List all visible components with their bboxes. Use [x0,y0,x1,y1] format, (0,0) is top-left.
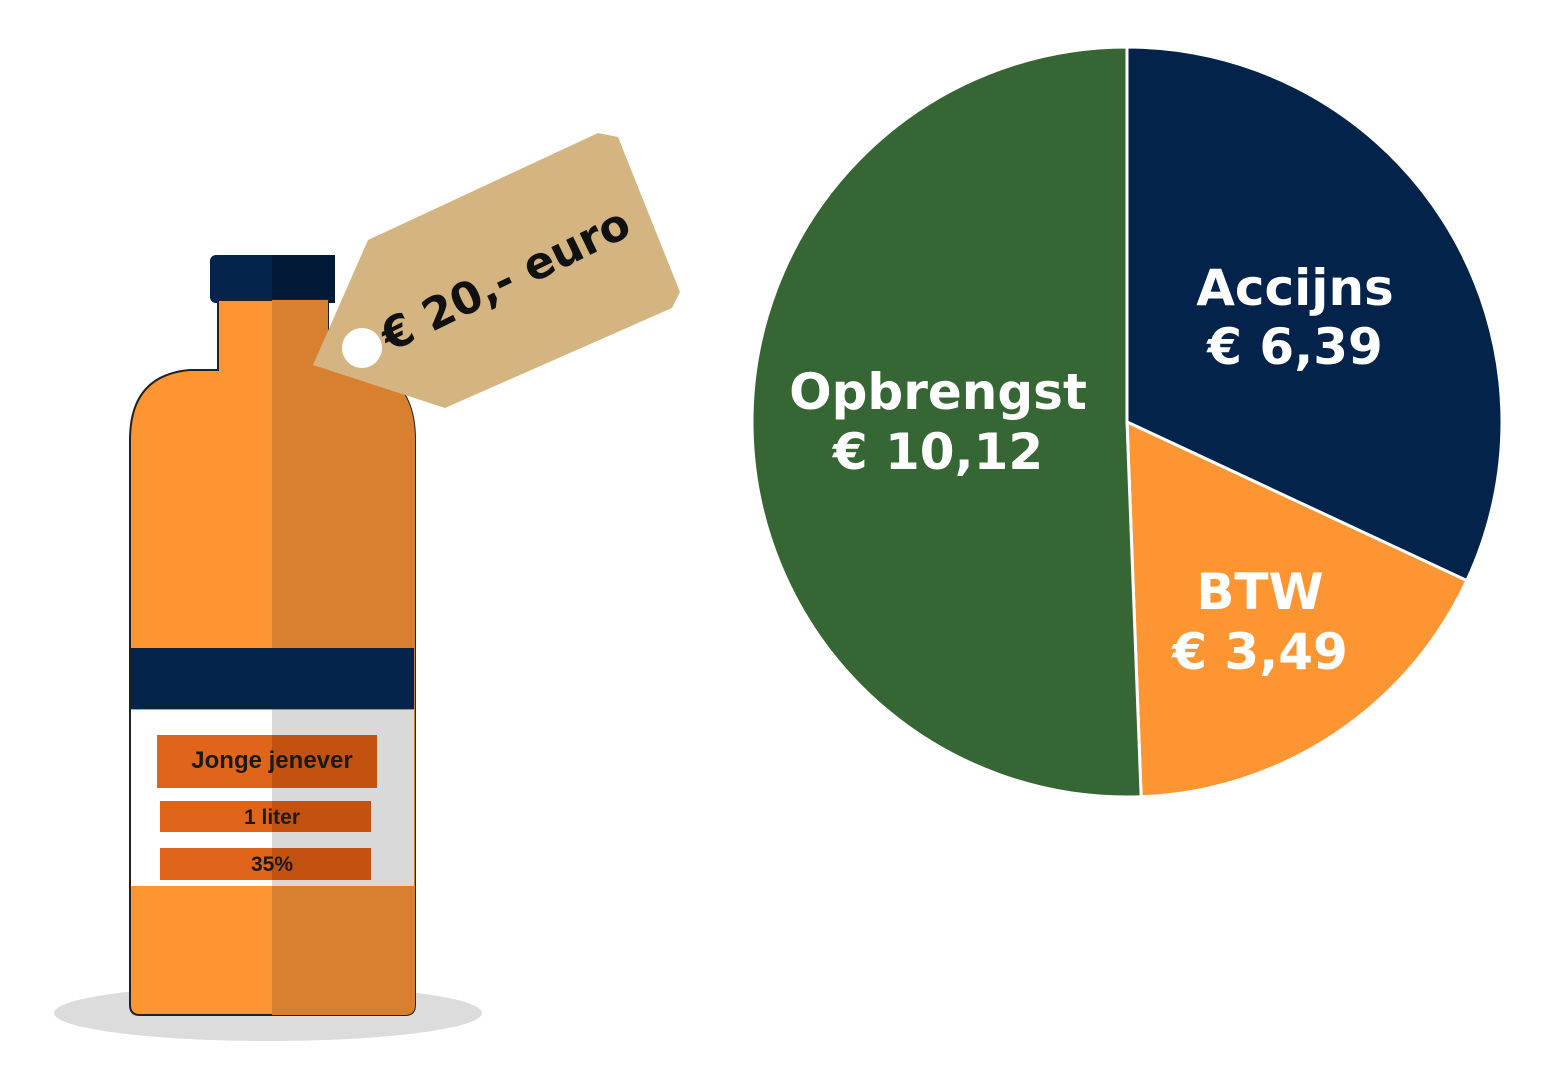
slice-value-opbrengst: € 10,12 [832,423,1043,481]
slice-label-opbrengst: Opbrengst [789,363,1087,421]
bottle-illustration: Jonge jenever 1 liter 35% [54,255,482,1041]
bottle-cap-shade [272,255,335,303]
label-volume: 1 liter [244,806,300,829]
bottle-band [131,648,414,709]
pie-slice-accijns [1125,45,1504,583]
slice-label-accijns: Accijns [1196,259,1394,317]
slice-value-btw: € 3,49 [1171,623,1348,681]
label-name-box-shade [272,735,377,788]
pie-slice-btw [1125,419,1469,799]
slice-value-accijns: € 6,39 [1206,318,1383,376]
pie-slice-opbrengst [750,45,1143,799]
tag-hole [342,328,382,368]
label-alcohol-box-shade [272,848,371,880]
price-tag: € 20,- euro [313,133,680,408]
pie-labels: Accijns € 6,39 BTW € 3,49 Opbrengst € 10… [789,259,1394,681]
label-alcohol: 35% [251,853,293,876]
label-name: Jonge jenever [191,747,352,774]
slice-label-btw: BTW [1196,563,1323,621]
pie-chart [750,45,1504,799]
label-volume-box-shade [272,801,371,832]
